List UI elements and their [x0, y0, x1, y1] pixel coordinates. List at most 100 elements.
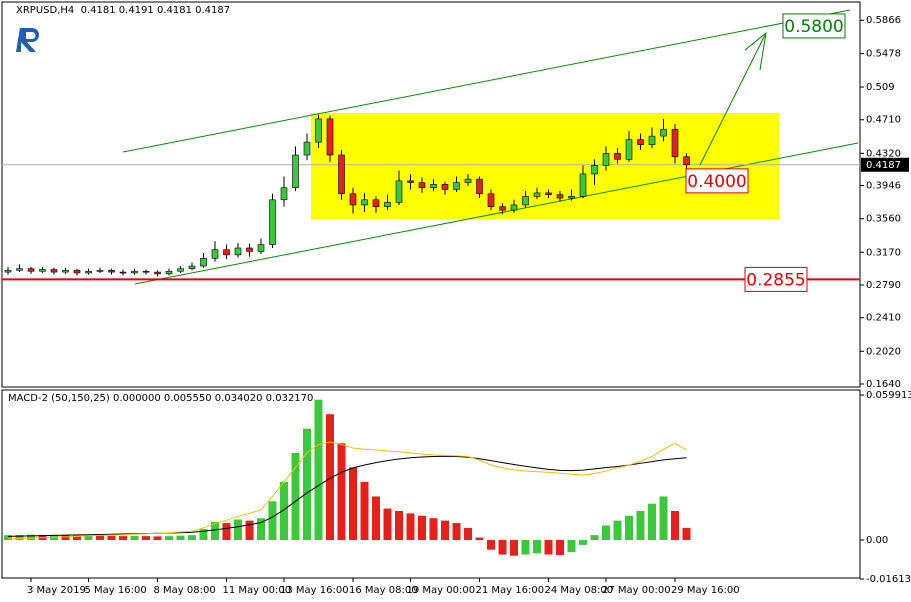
histogram-bar [84, 535, 93, 541]
y-tick-label: 0.5478 [866, 49, 901, 60]
y-tick-label: 0.2790 [866, 280, 901, 291]
y-tick-label: 0.3170 [866, 247, 901, 258]
histogram-bar [521, 540, 530, 555]
x-tick-label: 27 May 00:00 [602, 585, 671, 596]
candle-body [188, 265, 196, 269]
candle-body [292, 154, 299, 189]
histogram-bar [625, 515, 633, 541]
candle-body [27, 268, 35, 272]
histogram-bar [188, 535, 196, 541]
candle-body [131, 270, 138, 274]
candle-body [361, 199, 368, 206]
candle-body [499, 206, 506, 211]
candle-body [303, 141, 311, 156]
x-tick-label: 11 May 00:00 [223, 585, 292, 596]
candle-body [39, 269, 46, 272]
candle-body [384, 202, 391, 207]
candle-body [315, 118, 322, 143]
histogram-bar [372, 496, 380, 541]
x-tick-label: 19 May 00:00 [407, 585, 476, 596]
histogram-bar [648, 503, 656, 541]
histogram-bar [567, 540, 576, 553]
y-tick-label: 0.509 [866, 82, 895, 93]
histogram-bar [636, 510, 645, 541]
candle-body [154, 271, 161, 275]
plot-layer: 0.5866 0.5478 0.509 0.4710 0.4320 0.3946 0.356… [2, 13, 911, 596]
price-tag-bg [861, 157, 909, 172]
candle-body [119, 271, 127, 274]
y-tick-label: 0.059913 [866, 390, 911, 401]
y-tick-label: 0.3946 [866, 181, 901, 192]
histogram-bar [222, 523, 231, 541]
histogram-bar [280, 481, 288, 541]
histogram-bar [498, 540, 507, 555]
price-tag: 0.4187 [866, 160, 901, 171]
candle-body [556, 194, 564, 199]
histogram-bar [257, 518, 265, 541]
y-tick-label: 0.2410 [866, 313, 901, 324]
candle-body [326, 118, 334, 156]
candle-body [16, 268, 23, 271]
y-tick-label: 0.2020 [866, 346, 901, 357]
x-tick-label: 8 May 08:00 [154, 585, 216, 596]
candle-body [614, 153, 621, 160]
histogram-bar [96, 535, 104, 541]
candle-body [476, 178, 483, 195]
histogram-bar [533, 540, 541, 554]
level-label-box [782, 13, 846, 39]
candle-body [579, 173, 587, 197]
histogram-bar [602, 525, 610, 541]
histogram-bar [291, 452, 300, 541]
macd-header: MACD-2 (50,150,25) 0.000000 0.005550 0.0… [8, 393, 313, 404]
histogram-bar [590, 535, 599, 541]
candle-body [671, 128, 679, 158]
histogram-bar [119, 536, 127, 541]
histogram-bar [360, 481, 369, 541]
candle-body [591, 165, 598, 175]
x-tick-label: 5 May 16:00 [85, 585, 147, 596]
x-tick-label: 29 May 16:00 [671, 585, 740, 596]
candle-body [73, 270, 81, 274]
histogram-bar [153, 536, 162, 541]
candle-body [211, 249, 219, 259]
candle-body [545, 192, 552, 195]
y-tick-label: 0.1640 [866, 379, 901, 390]
price-panel [1, 1, 861, 388]
histogram-bar [4, 535, 12, 541]
candle-body [62, 270, 69, 273]
candle-body [50, 269, 58, 273]
histogram-bar [671, 510, 679, 541]
candle-body [257, 244, 265, 252]
candle-body [683, 156, 690, 166]
histogram-bar [418, 515, 426, 541]
histogram-bar [176, 535, 185, 541]
candle-body [660, 128, 667, 137]
histogram-bar [326, 414, 334, 541]
y-tick-label: 0.4320 [866, 148, 901, 159]
candle-body [4, 270, 12, 273]
candle-body [338, 154, 345, 195]
histogram-bar [107, 535, 116, 541]
x-tick-label: 13 May 16:00 [280, 585, 349, 596]
y-tick-label: 0.4710 [866, 115, 901, 126]
candle-body [165, 270, 173, 275]
candle-body [372, 199, 380, 207]
candle-body [487, 193, 495, 207]
y-tick-label: 0.00 [866, 535, 888, 546]
candle-body [637, 139, 644, 146]
symbol-header: XRPUSD,H4 0.4181 0.4191 0.4181 0.4187 [16, 5, 230, 16]
candle-body [625, 139, 633, 160]
candle-body [533, 192, 541, 197]
arrow-head [744, 31, 767, 71]
candle-body [418, 182, 426, 189]
range-box [311, 113, 779, 219]
x-tick-label: 21 May 16:00 [476, 585, 545, 596]
candle-body [200, 258, 207, 267]
histogram-bar [383, 508, 392, 541]
candle-body [223, 249, 230, 256]
histogram-bar [464, 527, 472, 541]
histogram-bar [395, 510, 403, 541]
candle-body [407, 180, 414, 183]
candle-body [430, 184, 437, 189]
histogram-bar [659, 496, 668, 541]
